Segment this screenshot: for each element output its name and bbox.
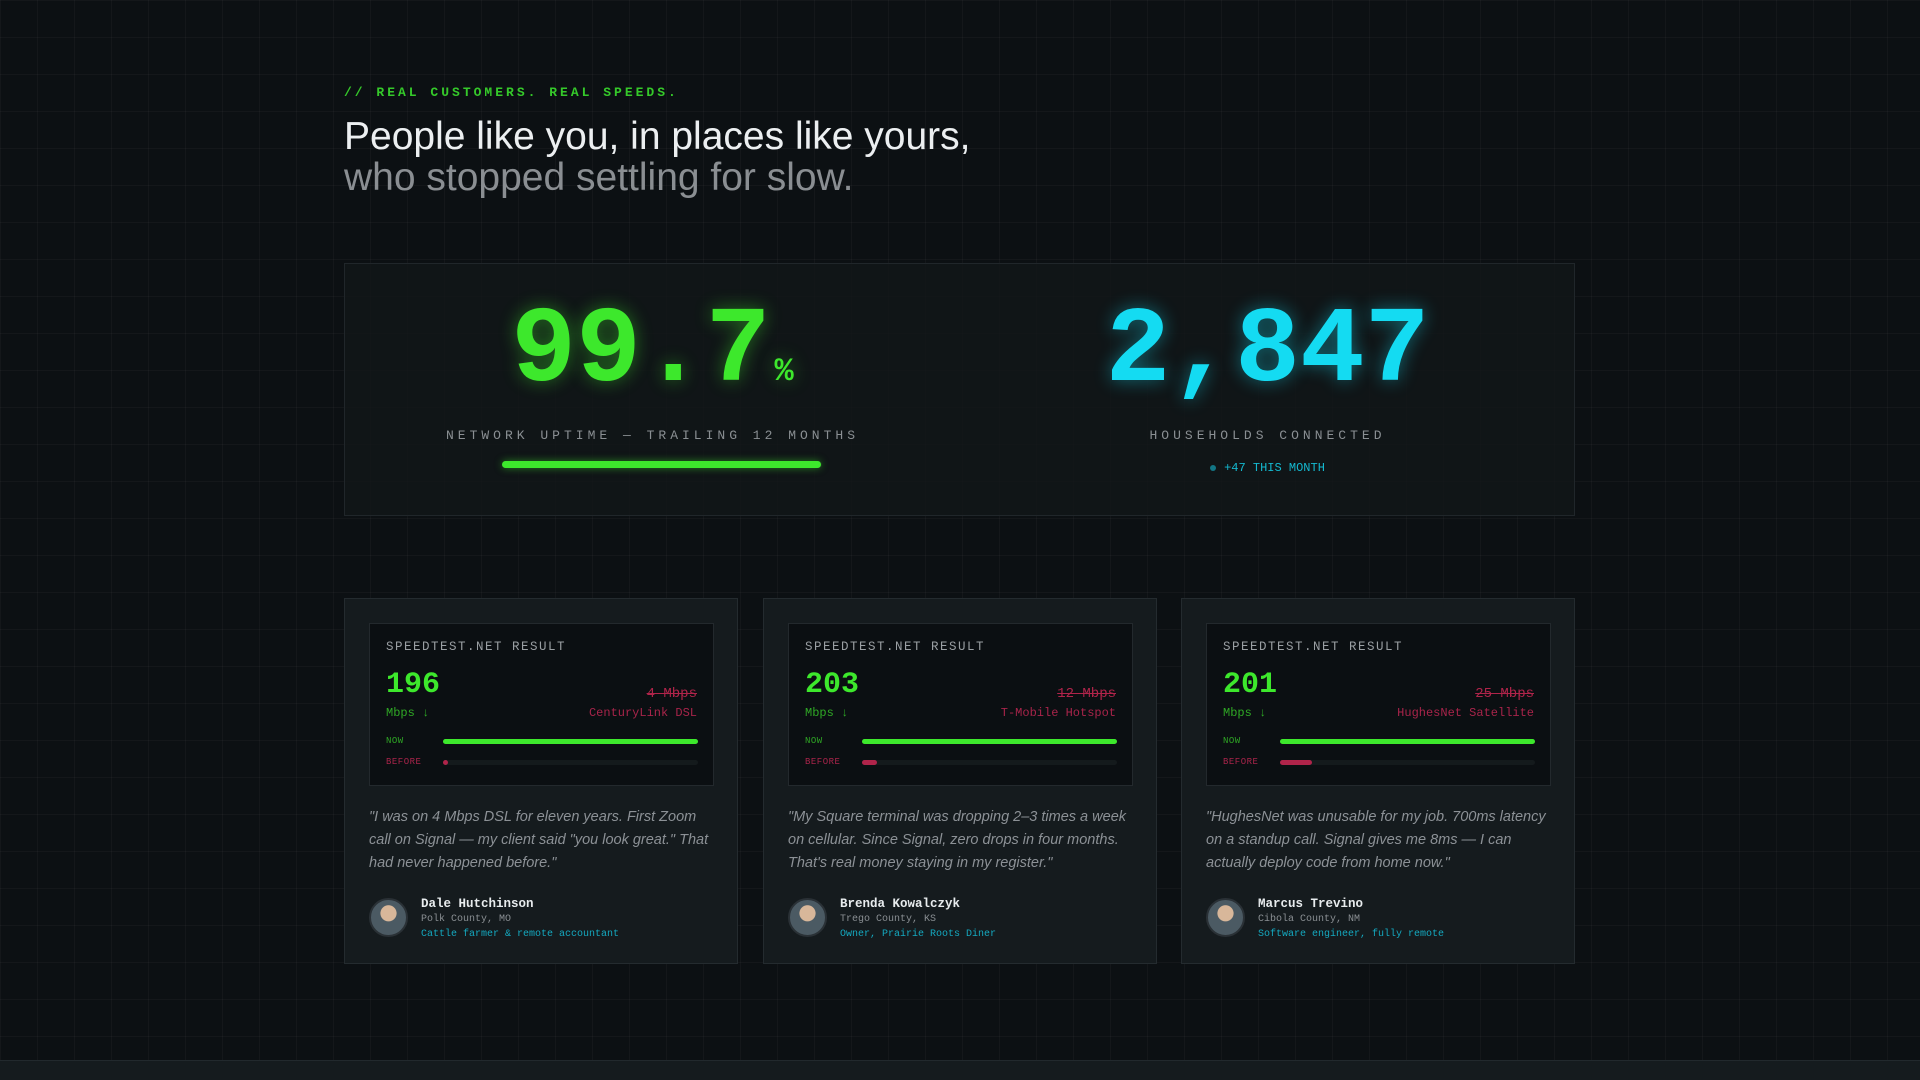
before-label: BEFORE xyxy=(386,757,422,767)
before-track xyxy=(443,760,698,765)
customer-role: Software engineer, fully remote xyxy=(1258,929,1445,940)
avatar xyxy=(1206,898,1245,937)
provider: T-Mobile Hotspot xyxy=(1000,706,1116,720)
now-bar xyxy=(443,739,698,744)
result-title: SPEEDTEST.NET RESULT xyxy=(386,640,567,654)
avatar xyxy=(369,898,408,937)
customer-name: Brenda Kowalczyk xyxy=(840,897,961,911)
quote: "My Square terminal was dropping 2–3 tim… xyxy=(788,809,1127,871)
now-track xyxy=(443,739,698,744)
speed-now: 201 xyxy=(1223,668,1278,702)
households-label: HOUSEHOLDS CONNECTED xyxy=(1149,428,1386,443)
uptime-track xyxy=(502,461,822,468)
uptime-bar xyxy=(502,461,822,468)
testimonial-card: SPEEDTEST.NET RESULT 196 4 Mbps Mbps ↓ Centu… xyxy=(344,598,738,964)
testimonial-card: SPEEDTEST.NET RESULT 203 12 Mbps Mbps ↓ T-Mo… xyxy=(763,598,1157,964)
before-label: BEFORE xyxy=(1223,757,1259,767)
households-stat: 2,847 HOUSEHOLDS CONNECTED +47 THIS MONT… xyxy=(960,264,1575,517)
uptime-label: NETWORK UPTIME — TRAILING 12 MONTHS xyxy=(445,428,860,443)
before-track xyxy=(1280,760,1535,765)
speed-now: 203 xyxy=(805,668,860,702)
testimonial-card: SPEEDTEST.NET RESULT 201 25 Mbps Mbps ↓ Hugh… xyxy=(1181,598,1575,964)
now-bar xyxy=(1280,739,1535,744)
now-label: NOW xyxy=(386,736,404,746)
customer-location: Polk County, MO xyxy=(421,914,512,925)
quote: "I was on 4 Mbps DSL for eleven years. F… xyxy=(369,809,709,871)
households-delta: +47 THIS MONTH xyxy=(960,461,1575,475)
households-number: 2,847 xyxy=(1105,291,1430,413)
now-label: NOW xyxy=(1223,736,1241,746)
now-bar xyxy=(862,739,1117,744)
customer-location: Cibola County, NM xyxy=(1258,914,1361,925)
uptime-number: 99.7% xyxy=(345,292,960,432)
now-label: NOW xyxy=(805,736,823,746)
avatar xyxy=(788,898,827,937)
customer-role: Cattle farmer & remote accountant xyxy=(421,929,620,940)
speed-before: 25 Mbps xyxy=(1475,686,1534,702)
speed-before: 12 Mbps xyxy=(1057,686,1116,702)
before-bar xyxy=(443,760,449,765)
heading: People like you, in places like yours, xyxy=(344,115,971,158)
before-bar xyxy=(862,760,878,765)
speed-unit: Mbps ↓ xyxy=(1223,706,1267,720)
uptime-stat: 99.7% NETWORK UPTIME — TRAILING 12 MONTH… xyxy=(345,264,960,517)
before-bar xyxy=(1280,760,1312,765)
quote: "HughesNet was unusable for my job. 700m… xyxy=(1206,809,1546,871)
customer-location: Trego County, KS xyxy=(840,914,937,925)
speed-unit: Mbps ↓ xyxy=(386,706,430,720)
speedtest-box: SPEEDTEST.NET RESULT 196 4 Mbps Mbps ↓ Centu… xyxy=(369,623,714,786)
provider: CenturyLink DSL xyxy=(588,706,697,720)
speedtest-box: SPEEDTEST.NET RESULT 201 25 Mbps Mbps ↓ Hugh… xyxy=(1206,623,1551,786)
uptime-value: 99.7 xyxy=(511,291,771,413)
customer-role: Owner, Prairie Roots Diner xyxy=(840,929,997,940)
result-title: SPEEDTEST.NET RESULT xyxy=(805,640,986,654)
speed-before: 4 Mbps xyxy=(646,686,697,702)
footer-strip xyxy=(0,1060,1920,1080)
speed-now: 196 xyxy=(386,668,441,702)
uptime-unit: % xyxy=(774,353,794,390)
now-track xyxy=(1280,739,1535,744)
eyebrow: // REAL CUSTOMERS. REAL SPEEDS. xyxy=(344,85,679,100)
stats-panel: 99.7% NETWORK UPTIME — TRAILING 12 MONTH… xyxy=(344,263,1575,516)
provider: HughesNet Satellite xyxy=(1397,706,1534,720)
speed-unit: Mbps ↓ xyxy=(805,706,849,720)
result-title: SPEEDTEST.NET RESULT xyxy=(1223,640,1404,654)
before-track xyxy=(862,760,1117,765)
before-label: BEFORE xyxy=(805,757,841,767)
customer-name: Marcus Trevino xyxy=(1258,897,1364,911)
customer-name: Dale Hutchinson xyxy=(421,897,534,911)
now-track xyxy=(862,739,1117,744)
subheading: who stopped settling for slow. xyxy=(344,156,854,199)
speedtest-box: SPEEDTEST.NET RESULT 203 12 Mbps Mbps ↓ T-Mo… xyxy=(788,623,1133,786)
